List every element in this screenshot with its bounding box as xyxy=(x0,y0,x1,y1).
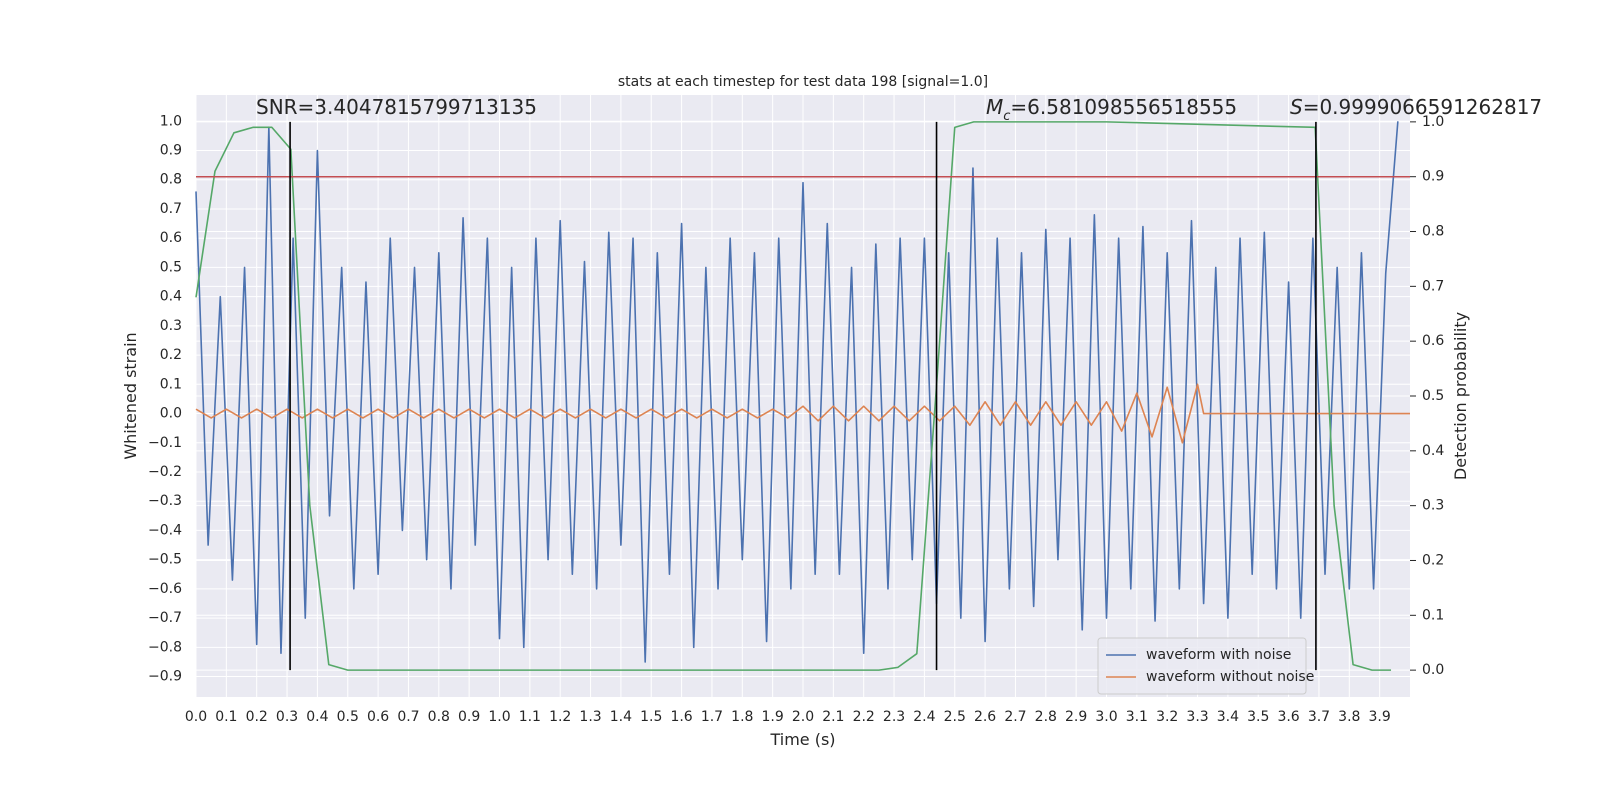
s-symbol: S xyxy=(1290,95,1303,119)
y-tick-label: −0.8 xyxy=(148,639,182,655)
y-tick-label: 0.5 xyxy=(160,259,182,275)
y-tick-label: −0.6 xyxy=(148,581,182,597)
x-tick-label: 3.1 xyxy=(1126,709,1148,725)
y-tick-label: −0.1 xyxy=(148,435,182,451)
legend-label: waveform with noise xyxy=(1146,647,1291,663)
labels: 0.0 0.1 0.2 0.3 0.4 0.5 0.6 0.7 0.8 0.9 1.0 1.1 1.2 1… xyxy=(148,113,1444,725)
y2-tick-label: 0.9 xyxy=(1422,169,1444,185)
y-tick-label: −0.3 xyxy=(148,493,182,509)
y-axis-label: Whitened strain xyxy=(121,332,140,459)
x-tick-label: 2.5 xyxy=(944,709,966,725)
x-tick-label: 2.1 xyxy=(822,709,844,725)
x-tick-label: 1.9 xyxy=(762,709,784,725)
x-tick-label: 2.8 xyxy=(1035,709,1057,725)
mc-annotation: Mc=6.581098556518555 xyxy=(986,95,1237,124)
x-tick-label: 3.3 xyxy=(1186,709,1208,725)
y2-tick-label: 0.0 xyxy=(1422,662,1444,678)
y2-tick-label: 0.2 xyxy=(1422,552,1444,568)
series-line xyxy=(195,383,1410,444)
x-tick-label: 1.7 xyxy=(701,709,723,725)
x-tick-label: 0.8 xyxy=(428,709,450,725)
y2-tick-label: 0.7 xyxy=(1422,278,1444,294)
y-tick-label: 0.3 xyxy=(160,318,182,334)
x-axis-label: Time (s) xyxy=(769,730,835,749)
y-tick-label: 0.9 xyxy=(160,143,182,159)
x-tick-label: 2.7 xyxy=(1004,709,1026,725)
y-tick-label: 0.0 xyxy=(160,406,182,422)
x-tick-label: 3.5 xyxy=(1247,709,1269,725)
x-tick-label: 0.9 xyxy=(458,709,480,725)
x-tick-label: 3.0 xyxy=(1095,709,1117,725)
y-tick-label: −0.7 xyxy=(148,610,182,626)
x-tick-label: 3.9 xyxy=(1369,709,1391,725)
mc-symbol: M xyxy=(986,95,1003,119)
y-tick-label: −0.9 xyxy=(148,669,182,685)
y-tick-label: 0.8 xyxy=(160,172,182,188)
x-tick-label: 1.5 xyxy=(640,709,662,725)
x-tick-label: 0.3 xyxy=(276,709,298,725)
x-tick-label: 1.8 xyxy=(731,709,753,725)
y-tick-label: 0.6 xyxy=(160,230,182,246)
x-tick-label: 0.5 xyxy=(337,709,359,725)
legend-box xyxy=(1097,637,1307,695)
mc-subscript: c xyxy=(1003,109,1010,124)
y-tick-label: 0.1 xyxy=(160,376,182,392)
y2-axis-label: Detection probability xyxy=(1451,312,1470,480)
y-tick-label: −0.5 xyxy=(148,552,182,568)
y2-tick-label: 0.4 xyxy=(1422,443,1444,459)
x-tick-label: 0.6 xyxy=(367,709,389,725)
x-tick-label: 0.4 xyxy=(306,709,328,725)
x-tick-label: 3.8 xyxy=(1338,709,1360,725)
series-line xyxy=(195,121,1392,671)
s-annotation: S=0.9999066591262817 xyxy=(1290,95,1542,119)
x-tick-label: 0.2 xyxy=(246,709,268,725)
y2-tick-label: 0.3 xyxy=(1422,498,1444,514)
y2-tick-label: 1.0 xyxy=(1422,114,1444,130)
x-tick-label: 1.6 xyxy=(670,709,692,725)
y-tick-label: 0.7 xyxy=(160,201,182,217)
x-tick-label: 0.1 xyxy=(215,709,237,725)
chart-title: stats at each timestep for test data 198… xyxy=(618,74,988,90)
x-tick-label: 2.0 xyxy=(792,709,814,725)
y-tick-label: −0.2 xyxy=(148,464,182,480)
legend-label: waveform without noise xyxy=(1146,669,1314,685)
y-tick-label: −0.4 xyxy=(148,522,182,538)
mc-value: =6.581098556518555 xyxy=(1010,95,1237,119)
x-tick-label: 3.4 xyxy=(1217,709,1239,725)
x-tick-label: 2.6 xyxy=(974,709,996,725)
x-tick-label: 0.0 xyxy=(185,709,207,725)
x-tick-label: 2.3 xyxy=(883,709,905,725)
x-tick-label: 1.3 xyxy=(579,709,601,725)
x-tick-label: 2.4 xyxy=(913,709,935,725)
y2-tick-label: 0.1 xyxy=(1422,607,1444,623)
x-tick-label: 3.7 xyxy=(1308,709,1330,725)
x-tick-label: 3.6 xyxy=(1277,709,1299,725)
snr-annotation: SNR=3.4047815799713135 xyxy=(256,95,537,119)
series-line xyxy=(195,121,1399,663)
marks xyxy=(195,121,1410,671)
x-tick-label: 3.2 xyxy=(1156,709,1178,725)
x-tick-label: 1.4 xyxy=(610,709,632,725)
legend: waveform with noise waveform without nois… xyxy=(1097,637,1314,695)
x-tick-label: 2.2 xyxy=(853,709,875,725)
y2-tick-label: 0.6 xyxy=(1422,333,1444,349)
y-tick-label: 0.2 xyxy=(160,347,182,363)
x-tick-label: 1.0 xyxy=(488,709,510,725)
x-tick-label: 1.1 xyxy=(519,709,541,725)
s-value: =0.9999066591262817 xyxy=(1303,95,1542,119)
x-tick-label: 0.7 xyxy=(397,709,419,725)
x-tick-label: 1.2 xyxy=(549,709,571,725)
y2-tick-label: 0.5 xyxy=(1422,388,1444,404)
x-tick-label: 2.9 xyxy=(1065,709,1087,725)
y-tick-label: 0.4 xyxy=(160,289,182,305)
y-tick-label: 1.0 xyxy=(160,113,182,129)
y2-tick-label: 0.8 xyxy=(1422,224,1444,240)
